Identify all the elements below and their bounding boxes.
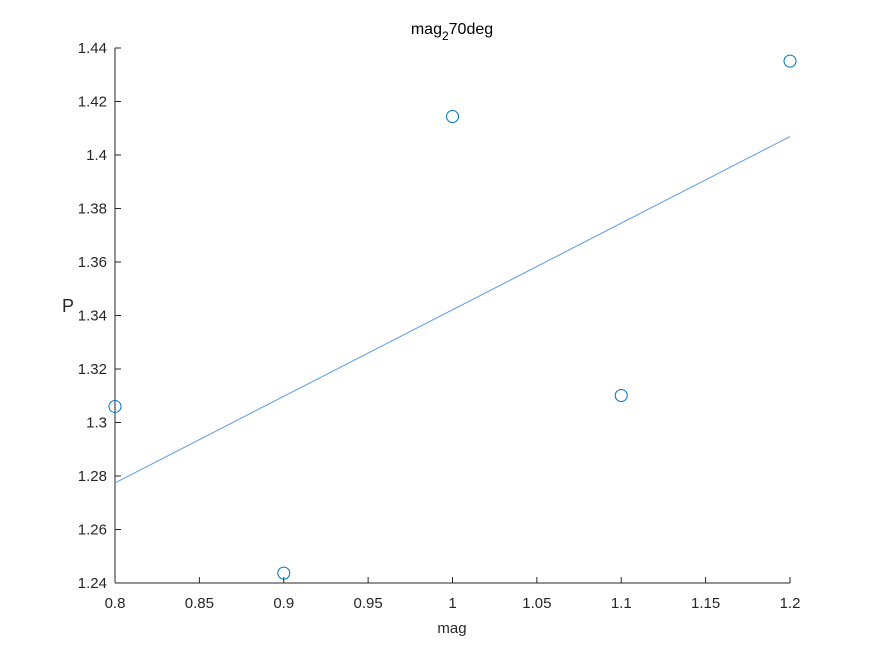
x-tick-label: 1.15 <box>691 595 720 612</box>
x-tick-label: 1 <box>448 595 456 612</box>
data-point <box>277 566 291 580</box>
data-point <box>783 54 797 68</box>
y-tick-label: 1.4 <box>86 147 107 164</box>
y-tick-label: 1.28 <box>78 468 107 485</box>
y-tick-label: 1.3 <box>86 415 107 432</box>
chart-title-base: mag <box>411 21 442 38</box>
y-tick-label: 1.38 <box>78 201 107 218</box>
y-tick-label: 1.44 <box>78 40 107 57</box>
y-tick-label: 1.36 <box>78 254 107 271</box>
data-point <box>446 109 459 123</box>
y-tick-label: 1.26 <box>78 522 107 539</box>
x-tick-label: 0.95 <box>354 595 383 612</box>
x-tick-label: 0.9 <box>273 595 294 612</box>
data-point <box>108 399 122 413</box>
chart-title: mag270deg <box>411 21 493 43</box>
x-axis-label: mag <box>437 620 466 637</box>
data-point <box>614 388 628 402</box>
fit-line-layer <box>114 136 791 484</box>
data-points-layer <box>108 54 797 580</box>
axes: 0.8 0.85 0.9 0.95 1 1.05 1.1 1.15 1.2 1.24 1.26 1.2… <box>78 40 801 612</box>
chart-title-rest: 70deg <box>449 21 494 38</box>
x-tick-label: 0.85 <box>185 595 214 612</box>
x-tick-label: 1.1 <box>611 595 632 612</box>
x-tick-label: 0.8 <box>105 595 126 612</box>
fit-line <box>114 136 791 484</box>
y-tick-label: 1.42 <box>78 94 107 111</box>
y-axis-label: P <box>62 296 74 316</box>
y-tick-label: 1.34 <box>78 308 107 325</box>
chart-title-subscript: 2 <box>442 29 449 43</box>
x-tick-label: 1.2 <box>780 595 801 612</box>
y-tick-label: 1.32 <box>78 361 107 378</box>
y-tick-label: 1.24 <box>78 575 107 592</box>
x-tick-label: 1.05 <box>522 595 551 612</box>
